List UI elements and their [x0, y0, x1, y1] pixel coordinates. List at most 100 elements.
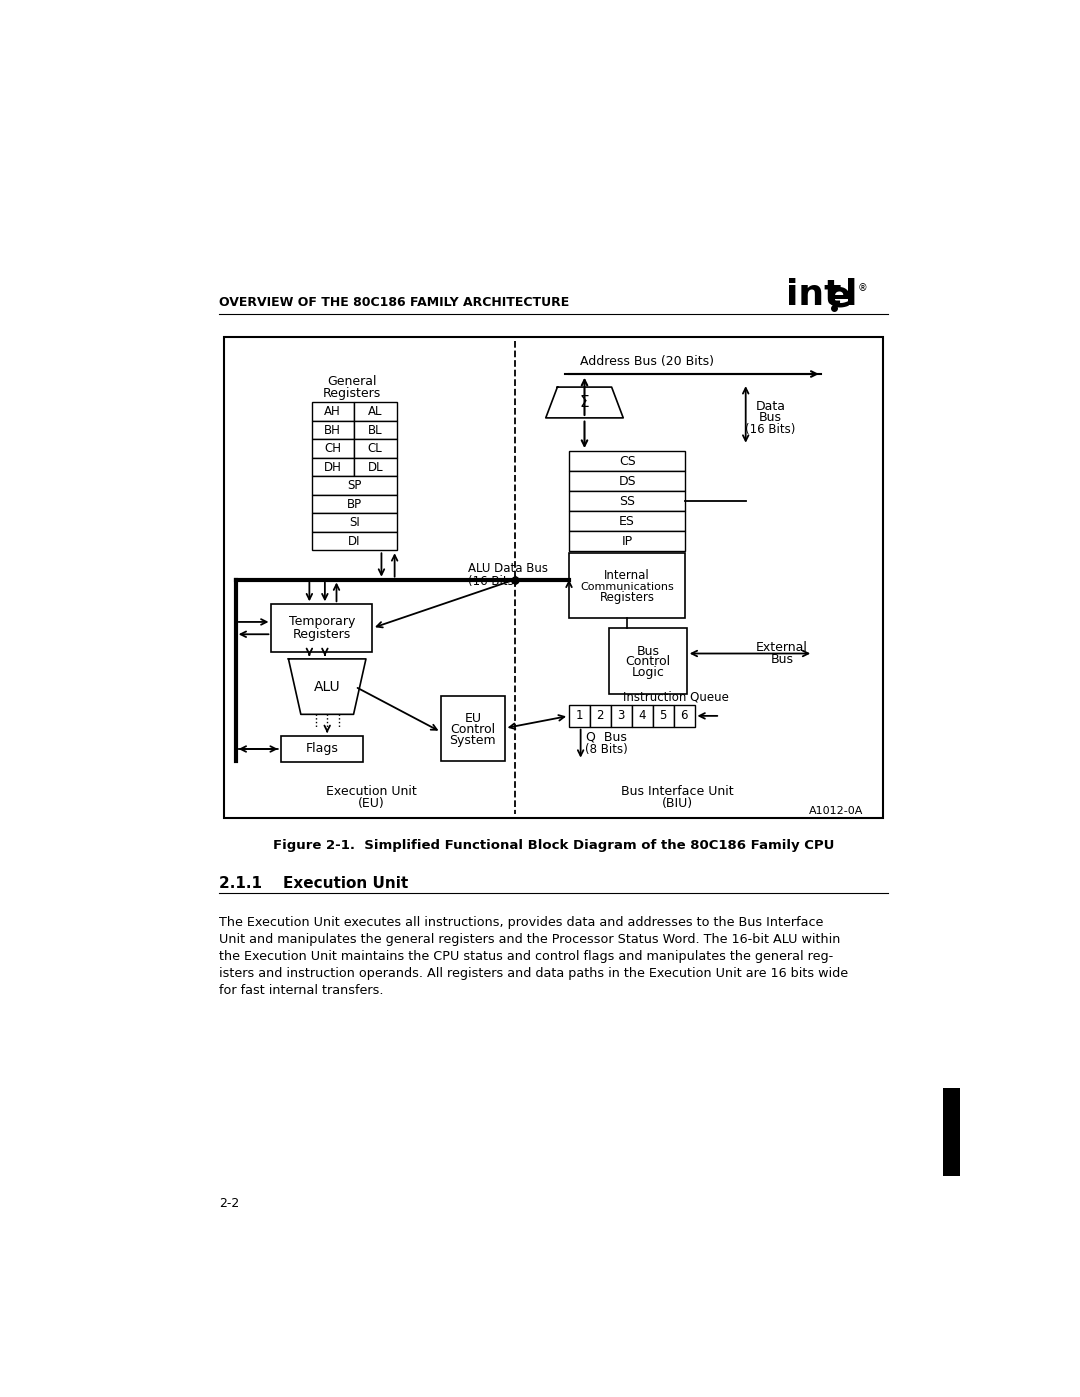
- Polygon shape: [545, 387, 623, 418]
- Text: SI: SI: [349, 515, 360, 529]
- Text: 2-2: 2-2: [218, 1197, 239, 1210]
- Bar: [652, 705, 674, 726]
- Text: Registers: Registers: [293, 627, 351, 641]
- Text: Data: Data: [756, 400, 785, 414]
- Text: Instruction Queue: Instruction Queue: [623, 692, 729, 704]
- Text: The Execution Unit executes all instructions, provides data and addresses to the: The Execution Unit executes all instruct…: [218, 916, 823, 929]
- Text: Bus: Bus: [636, 644, 660, 658]
- Text: SP: SP: [347, 479, 362, 492]
- Text: OVERVIEW OF THE 80C186 FAMILY ARCHITECTURE: OVERVIEW OF THE 80C186 FAMILY ARCHITECTU…: [218, 296, 569, 309]
- Bar: [312, 402, 354, 420]
- Text: DL: DL: [367, 461, 383, 474]
- Text: General: General: [327, 376, 377, 388]
- Text: 2: 2: [596, 710, 604, 722]
- Text: Communications: Communications: [580, 581, 674, 591]
- Text: SS: SS: [619, 495, 635, 507]
- Text: Address Bus (20 Bits): Address Bus (20 Bits): [580, 355, 714, 369]
- Bar: [312, 420, 354, 440]
- Text: (8 Bits): (8 Bits): [585, 743, 627, 756]
- Bar: [569, 705, 590, 726]
- Text: (BIU): (BIU): [662, 798, 693, 810]
- Bar: [441, 696, 504, 761]
- Text: System: System: [449, 733, 496, 747]
- Text: CS: CS: [619, 454, 635, 468]
- Text: Execution Unit: Execution Unit: [326, 785, 417, 798]
- Bar: [632, 705, 652, 726]
- Bar: [225, 337, 882, 819]
- Text: AL: AL: [368, 405, 382, 418]
- Text: ALU Data Bus: ALU Data Bus: [469, 562, 549, 574]
- Text: Q  Bus: Q Bus: [585, 731, 626, 745]
- Text: Flags: Flags: [306, 742, 338, 756]
- Text: e: e: [826, 279, 851, 313]
- Text: Σ: Σ: [580, 395, 590, 409]
- Text: 3: 3: [618, 710, 624, 722]
- Text: Temporary: Temporary: [288, 616, 355, 629]
- Bar: [674, 705, 694, 726]
- Text: DS: DS: [619, 475, 636, 488]
- Text: 6: 6: [680, 710, 688, 722]
- Polygon shape: [288, 659, 366, 714]
- Text: Unit and manipulates the general registers and the Processor Status Word. The 16: Unit and manipulates the general registe…: [218, 933, 840, 946]
- Bar: [354, 402, 397, 420]
- Bar: [590, 705, 611, 726]
- Bar: [354, 440, 397, 458]
- Bar: [312, 495, 397, 513]
- Text: Bus Interface Unit: Bus Interface Unit: [621, 785, 733, 798]
- Bar: [569, 471, 685, 490]
- Bar: [569, 511, 685, 531]
- Text: the Execution Unit maintains the CPU status and control flags and manipulates th: the Execution Unit maintains the CPU sta…: [218, 950, 833, 963]
- Text: 5: 5: [659, 710, 666, 722]
- Text: for fast internal transfers.: for fast internal transfers.: [218, 983, 383, 996]
- Bar: [312, 513, 397, 532]
- Bar: [569, 451, 685, 471]
- Text: Bus: Bus: [771, 654, 794, 666]
- Text: (16 Bits): (16 Bits): [745, 423, 796, 436]
- Text: ALU: ALU: [314, 679, 340, 694]
- Bar: [312, 532, 397, 550]
- Text: CH: CH: [324, 443, 341, 455]
- Text: Logic: Logic: [632, 666, 664, 679]
- Text: 1: 1: [576, 710, 583, 722]
- Bar: [611, 705, 632, 726]
- Text: Control: Control: [450, 724, 496, 736]
- Bar: [312, 440, 354, 458]
- Text: (16 Bits): (16 Bits): [469, 574, 518, 588]
- Text: ES: ES: [619, 514, 635, 528]
- Text: EU: EU: [464, 712, 482, 725]
- Text: isters and instruction operands. All registers and data paths in the Execution U: isters and instruction operands. All reg…: [218, 967, 848, 979]
- Text: int: int: [786, 278, 841, 312]
- Text: 2.1.1    Execution Unit: 2.1.1 Execution Unit: [218, 876, 408, 891]
- Text: Control: Control: [625, 655, 671, 669]
- Bar: [312, 458, 354, 476]
- Text: Figure 2-1.  Simplified Functional Block Diagram of the 80C186 Family CPU: Figure 2-1. Simplified Functional Block …: [273, 838, 834, 852]
- Text: A1012-0A: A1012-0A: [809, 806, 864, 816]
- Bar: [312, 476, 397, 495]
- Text: BL: BL: [368, 423, 382, 437]
- Bar: [569, 531, 685, 550]
- Text: IP: IP: [622, 535, 633, 548]
- Bar: [569, 553, 685, 617]
- Text: ®: ®: [858, 284, 867, 293]
- Text: CL: CL: [368, 443, 382, 455]
- Text: External: External: [756, 641, 808, 654]
- Text: (EU): (EU): [357, 798, 384, 810]
- Bar: [281, 736, 363, 763]
- Text: BP: BP: [347, 497, 362, 511]
- Text: Internal: Internal: [604, 569, 650, 583]
- Text: DH: DH: [324, 461, 341, 474]
- Bar: [943, 1088, 960, 1176]
- Bar: [354, 420, 397, 440]
- Bar: [354, 458, 397, 476]
- Text: Registers: Registers: [323, 387, 381, 400]
- Bar: [271, 605, 373, 652]
- Text: l: l: [845, 278, 858, 312]
- Bar: [609, 629, 687, 693]
- Text: BH: BH: [324, 423, 341, 437]
- Text: Registers: Registers: [599, 591, 654, 604]
- Text: AH: AH: [324, 405, 341, 418]
- Text: Bus: Bus: [759, 411, 782, 425]
- Text: 4: 4: [638, 710, 646, 722]
- Text: DI: DI: [348, 535, 361, 548]
- Bar: [569, 490, 685, 511]
